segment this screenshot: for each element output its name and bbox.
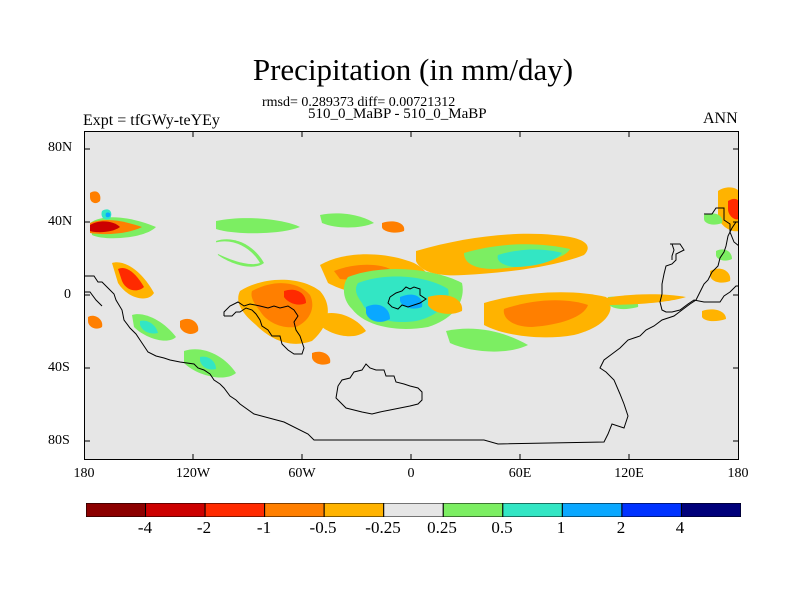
- lon-label-0: 0: [407, 466, 415, 481]
- precip-anomaly-south-america: [214, 241, 260, 265]
- colorbar-label: 2: [616, 518, 626, 537]
- lat-label-0: 0: [64, 287, 71, 302]
- lon-label-60w: 60W: [288, 466, 316, 481]
- precip-anomaly-north-pacific: [90, 191, 101, 204]
- precip-anomaly-north-pacific: [105, 212, 111, 218]
- precip-anomaly-west-pacific: [600, 294, 686, 305]
- precip-anomaly-west-pacific: [710, 268, 731, 283]
- case-label: 510_0_MaBP - 510_0_MaBP: [308, 106, 487, 122]
- colorbar-label: 0.25: [427, 518, 457, 537]
- colorbar-swatch: [621, 503, 682, 517]
- coastline-south-america-inner: [223, 301, 305, 355]
- precip-anomaly-africa: [320, 213, 374, 228]
- precip-anomaly-west-pacific: [728, 198, 739, 220]
- lon-label-120w: 120W: [175, 466, 211, 481]
- colorbar-swatch: [680, 503, 741, 517]
- lat-label-40n: 40N: [48, 214, 73, 229]
- precip-anomaly-central-pacific: [88, 315, 103, 329]
- colorbar-swatch: [323, 503, 385, 517]
- precip-anomaly-equatorial-atlantic: [312, 351, 331, 365]
- colorbar-label: -0.5: [309, 518, 337, 537]
- precip-anomaly-south-america: [180, 318, 199, 334]
- colorbar-swatch: [502, 503, 563, 517]
- precip-anomaly-west-pacific: [702, 309, 726, 322]
- precip-anomaly-indian-ocean: [446, 328, 528, 352]
- colorbar-label: 4: [675, 518, 685, 537]
- colorbar-label: 0.5: [491, 518, 513, 537]
- lon-label-120e: 120E: [614, 466, 644, 481]
- coastline-asia: [659, 243, 739, 313]
- lat-label-80s: 80S: [48, 433, 70, 448]
- experiment-label: Expt = tfGWy-teYEy: [83, 112, 220, 129]
- contour-fields: [88, 187, 739, 378]
- coastline-americas: [84, 221, 739, 445]
- stats-label: rmsd= 0.289373 diff= 0.00721312: [262, 95, 456, 110]
- color-bar: [86, 503, 741, 517]
- precip-anomaly-equatorial-atlantic: [320, 312, 366, 337]
- colorbar-label: -0.25: [365, 518, 401, 537]
- precip-anomaly-central-pacific: [200, 356, 216, 370]
- precip-anomaly-equatorial-atlantic: [216, 218, 300, 234]
- precip-anomaly-indian-ocean: [503, 300, 588, 327]
- precip-anomaly-indian-ocean: [497, 249, 562, 267]
- coastline-west: [84, 291, 103, 307]
- lon-label-60e: 60E: [508, 466, 532, 481]
- colorbar-label: -4: [137, 518, 153, 537]
- colorbar-swatch: [383, 503, 444, 517]
- lat-label-80n: 80N: [48, 140, 73, 155]
- coastline-africa: [387, 286, 427, 310]
- precipitation-map: [84, 131, 739, 460]
- precip-anomaly-africa: [382, 221, 405, 233]
- precip-anomaly-africa: [366, 304, 390, 322]
- plot-title: Precipitation (in mm/day): [252, 52, 574, 87]
- colorbar-swatch: [442, 503, 504, 517]
- colorbar-swatch: [86, 503, 147, 517]
- precip-anomaly-equatorial-atlantic: [284, 289, 306, 305]
- colorbar-label: -2: [196, 518, 212, 537]
- colorbar-label: -1: [256, 518, 272, 537]
- colorbar-swatch: [561, 503, 623, 517]
- precip-anomaly-indian-ocean: [428, 294, 463, 314]
- colorbar-swatch: [145, 503, 206, 517]
- continent-outlines: [84, 207, 739, 445]
- colorbar-swatch: [264, 503, 325, 517]
- tick-marks: [84, 131, 739, 460]
- coastline-antarctica: [335, 363, 423, 415]
- precip-anomaly-central-pacific: [118, 267, 144, 291]
- lon-label-180e: 180: [727, 466, 749, 481]
- precip-anomaly-central-pacific: [140, 320, 158, 334]
- coastline-north: [704, 207, 739, 247]
- colorbar-swatch: [204, 503, 266, 517]
- lon-label-180w: 180: [73, 466, 95, 481]
- coastline-asia-inner: [671, 243, 675, 260]
- lat-label-40s: 40S: [48, 360, 70, 375]
- precip-anomaly-africa: [400, 294, 423, 309]
- colorbar-label: 1: [556, 518, 566, 537]
- season-label: ANN: [703, 110, 738, 127]
- precip-anomaly-north-pacific: [90, 221, 120, 233]
- precip-anomaly-west-pacific: [704, 213, 723, 225]
